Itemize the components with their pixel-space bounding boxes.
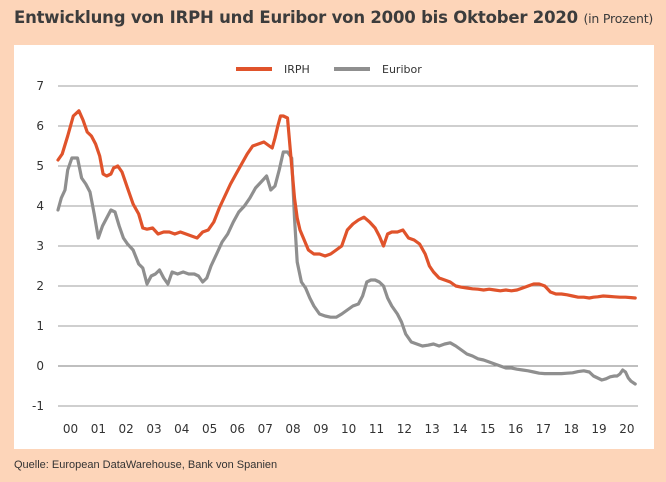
y-tick-label: 4 bbox=[36, 199, 44, 213]
x-tick-label: 05 bbox=[202, 422, 217, 436]
x-tick-label: 08 bbox=[285, 422, 300, 436]
x-tick-label: 20 bbox=[619, 422, 634, 436]
y-tick-label: 3 bbox=[36, 239, 44, 253]
series-line-euribor bbox=[56, 150, 637, 386]
series-line-irph bbox=[56, 109, 637, 300]
x-tick-label: 00 bbox=[63, 422, 78, 436]
x-tick-label: 06 bbox=[230, 422, 245, 436]
source-note: Quelle: European DataWarehouse, Bank von… bbox=[14, 459, 278, 471]
gridlines bbox=[58, 85, 638, 407]
y-tick-label: 2 bbox=[36, 279, 44, 293]
chart-title-main: Entwicklung von IRPH und Euribor von 200… bbox=[14, 8, 578, 27]
x-tick-label: 15 bbox=[480, 422, 495, 436]
x-tick-label: 12 bbox=[397, 422, 412, 436]
chart-panel: 7 6 5 4 3 2 1 0 -1 00 01 02 03 04 05 06 07 08 09 10 11 12 13 1… bbox=[14, 45, 654, 449]
y-tick-label: 5 bbox=[36, 159, 44, 173]
y-axis-tick-labels: 7 6 5 4 3 2 1 0 -1 bbox=[32, 79, 44, 413]
legend-label-irph: IRPH bbox=[284, 63, 310, 76]
x-axis-tick-labels: 00 01 02 03 04 05 06 07 08 09 10 11 12 13 14 15 16 17 18 19… bbox=[63, 422, 635, 436]
y-tick-label: 0 bbox=[36, 359, 44, 373]
x-tick-label: 09 bbox=[313, 422, 328, 436]
x-tick-label: 04 bbox=[174, 422, 189, 436]
x-tick-label: 11 bbox=[369, 422, 384, 436]
legend: IRPH Euribor bbox=[236, 63, 422, 76]
series-lines bbox=[56, 109, 637, 386]
x-tick-label: 02 bbox=[119, 422, 134, 436]
x-tick-label: 10 bbox=[341, 422, 356, 436]
x-tick-label: 01 bbox=[91, 422, 106, 436]
x-tick-label: 16 bbox=[508, 422, 523, 436]
x-tick-label: 03 bbox=[146, 422, 161, 436]
x-tick-label: 07 bbox=[258, 422, 273, 436]
x-tick-label: 18 bbox=[564, 422, 579, 436]
y-tick-label: 6 bbox=[36, 119, 44, 133]
x-tick-label: 17 bbox=[536, 422, 551, 436]
legend-label-euribor: Euribor bbox=[382, 63, 422, 76]
chart-title-unit: (in Prozent) bbox=[583, 11, 654, 26]
y-tick-label: 7 bbox=[36, 79, 44, 93]
chart-title: Entwicklung von IRPH und Euribor von 200… bbox=[14, 8, 653, 27]
x-tick-label: 14 bbox=[452, 422, 467, 436]
y-tick-label: 1 bbox=[36, 319, 44, 333]
x-tick-label: 13 bbox=[425, 422, 440, 436]
y-tick-label: -1 bbox=[32, 399, 44, 413]
x-tick-label: 19 bbox=[591, 422, 606, 436]
